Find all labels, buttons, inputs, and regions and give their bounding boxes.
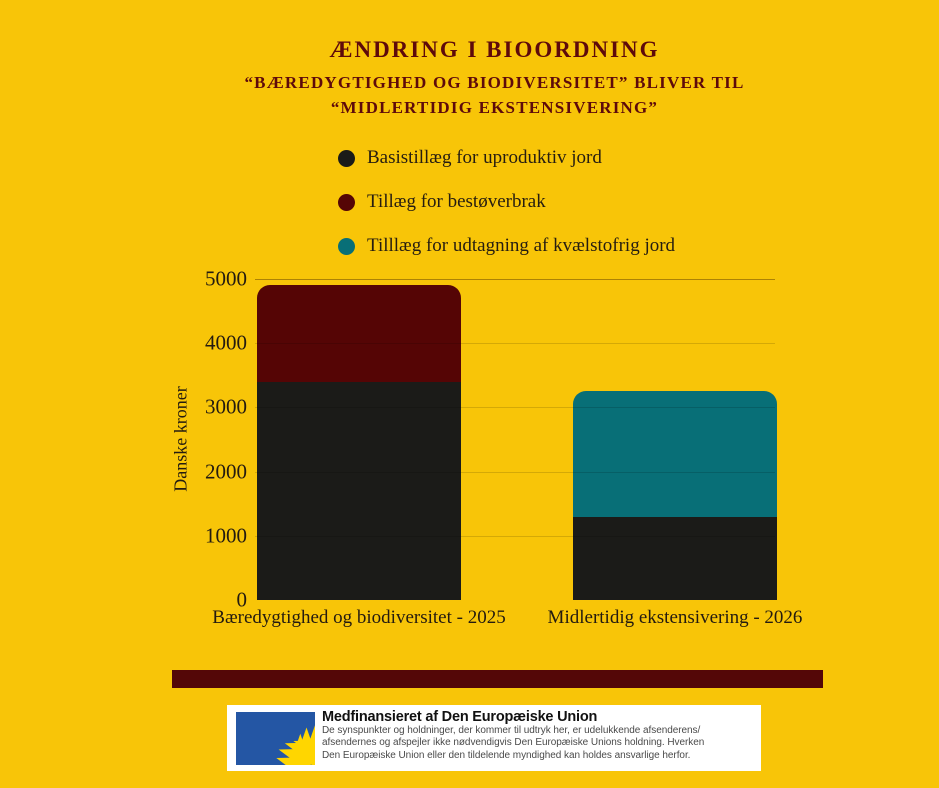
stacked-bar-2026 — [573, 391, 777, 600]
y-axis-tick-label: 4000 — [205, 330, 247, 355]
subtitle-line-1: “BÆREDYGTIGHED OG BIODIVERSITET” BLIVER … — [244, 73, 745, 92]
subtitle-line-2: “MIDLERTIDIG EKSTENSIVERING” — [330, 98, 659, 117]
divider-bar — [172, 670, 823, 688]
bar-chart-plot-area: Bæredygtighed og biodiversitet - 2025 Mi… — [205, 267, 802, 629]
gridline — [255, 407, 775, 409]
eu-flag-icon — [236, 712, 315, 765]
legend-item-label: Tillæg for bestøverbrak — [367, 191, 546, 212]
gridline — [255, 535, 775, 537]
y-axis-tick-label: 5000 — [205, 266, 247, 291]
legend-item: Tillæg for bestøverbrak — [338, 191, 675, 212]
eu-attribution: Medfinansieret af Den Europæiske Union D… — [227, 705, 761, 771]
gridline — [255, 343, 775, 345]
bar-segment — [257, 381, 461, 600]
bar-segment — [257, 285, 461, 382]
legend-item: Tilllæg for udtagning af kvælstofrig jor… — [338, 235, 676, 256]
stacked-bar-2025 — [257, 285, 461, 600]
bar-segment — [573, 391, 777, 517]
legend-swatch-black-icon — [338, 149, 355, 167]
chart-legend: Basistillæg for uproduktiv jord Tillæg f… — [338, 147, 676, 281]
eu-attribution-text: Medfinansieret af Den Europæiske Union D… — [322, 709, 757, 762]
eu-disclaimer-line: afsendernes og afspejler ikke nødvendigv… — [322, 737, 705, 749]
gridline — [255, 471, 775, 473]
y-axis-tick-label: 0 — [236, 587, 248, 612]
legend-swatch-maroon-icon — [338, 193, 355, 211]
y-axis-title: Danske kroner — [170, 386, 191, 492]
legend-item-label: Basistillæg for uproduktiv jord — [367, 147, 602, 168]
header: ÆNDRING I BIOORDNING “BÆREDYGTIGHED OG B… — [0, 36, 939, 120]
bar-segment — [573, 516, 777, 600]
y-axis-tick-label: 2000 — [205, 459, 247, 484]
legend-item: Basistillæg for uproduktiv jord — [338, 147, 675, 168]
legend-swatch-teal-icon — [338, 237, 355, 255]
eu-disclaimer-line: Den Europæiske Union eller den tildelend… — [322, 749, 691, 761]
x-axis-label-2026: Midlertidig ekstensivering - 2026 — [547, 607, 803, 628]
x-axis-label-2025: Bæredygtighed og biodiversitet - 2025 — [212, 607, 506, 628]
eu-attribution-title: Medfinansieret af Den Europæiske Union — [322, 709, 598, 725]
eu-disclaimer-line: De synspunkter og holdninger, der kommer… — [322, 725, 701, 736]
page-title: ÆNDRING I BIOORDNING — [329, 37, 660, 62]
y-axis-tick-label: 1000 — [205, 523, 247, 548]
legend-item-label: Tilllæg for udtagning af kvælstofrig jor… — [367, 235, 676, 256]
y-axis-tick-label: 3000 — [205, 394, 247, 419]
gridline — [255, 279, 775, 280]
